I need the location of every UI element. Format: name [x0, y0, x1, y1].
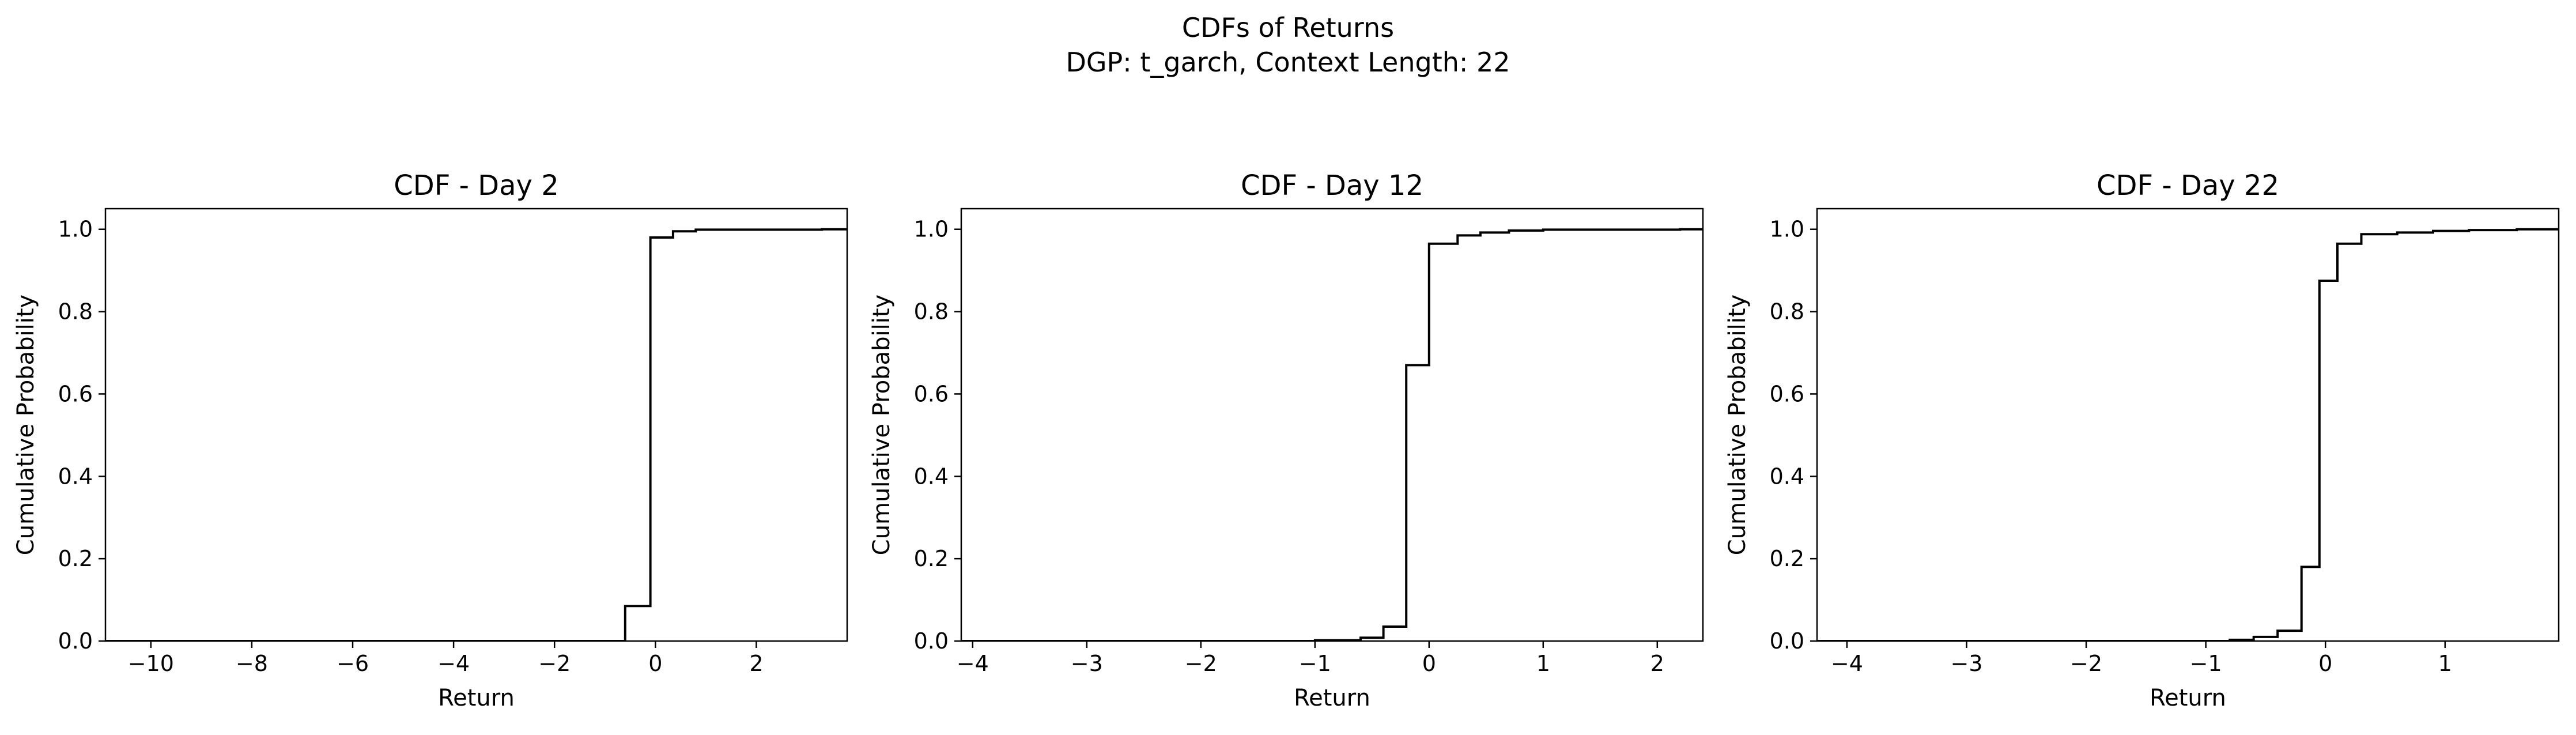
cdf-panel-day-12: −4 −3 −2 −1 0 1 2 0.0 0.2 0.4 0.6 0.8 1.0 CDF - Day 1…	[868, 169, 1704, 711]
chart-0-x-tick-label: −2	[538, 651, 571, 676]
chart-0-x-tick-label: −4	[437, 651, 470, 676]
cdf-panel-day-2: −10 −8 −6 −4 −2 0 2 0.0 0.2 0.4 0.6 0.8 1.0 CDF - Day…	[13, 169, 848, 711]
chart-2-x-tick-label: 0	[2318, 651, 2332, 676]
chart-2-x-tick-label: −4	[1831, 651, 1863, 676]
figure-title-line1: CDFs of Returns	[1182, 12, 1394, 43]
chart-0-y-tick-label: 0.2	[58, 546, 93, 571]
chart-0-axes-frame	[104, 208, 848, 642]
chart-0-y-tick-label: 0.8	[58, 299, 93, 325]
chart-1-axes-frame	[960, 208, 1704, 642]
chart-0-x-tick-label: 0	[648, 651, 662, 676]
chart-1-y-tick-label: 0.8	[914, 299, 949, 325]
chart-0-x-tick-label: −8	[236, 651, 268, 676]
chart-2-y-tick-label: 0.4	[1770, 463, 1804, 489]
chart-0-y-tick-label: 0.0	[58, 628, 93, 654]
chart-0-y-axis-label: Cumulative Probability	[13, 295, 39, 555]
chart-1-x-axis-label: Return	[1294, 685, 1370, 711]
chart-2-x-tick-label: 1	[2438, 651, 2452, 676]
chart-2-x-tick-label: −3	[1950, 651, 1982, 676]
chart-1-x-tick-label: −1	[1299, 651, 1331, 676]
chart-0-y-tick-label: 0.4	[58, 463, 93, 489]
chart-1-x-tick-label: −2	[1185, 651, 1217, 676]
chart-1-y-tick-label: 0.2	[914, 546, 949, 571]
chart-2-y-axis-label: Cumulative Probability	[1724, 295, 1751, 555]
chart-1-x-tick-label: 1	[1536, 651, 1550, 676]
chart-1-x-tick-label: 0	[1422, 651, 1436, 676]
chart-1-title: CDF - Day 12	[1241, 169, 1423, 202]
figure-title-line2: DGP: t_garch, Context Length: 22	[1066, 47, 1510, 78]
chart-2-x-tick-label: −2	[2070, 651, 2102, 676]
chart-1-y-tick-label: 1.0	[914, 217, 949, 242]
chart-1-y-tick-label: 0.6	[914, 381, 949, 406]
chart-0-y-tick-label: 0.6	[58, 381, 93, 406]
chart-1-y-tick-label: 0.0	[914, 628, 949, 654]
chart-2-x-tick-label: −1	[2190, 651, 2222, 676]
chart-2-y-tick-label: 0.0	[1770, 628, 1804, 654]
chart-1-y-tick-label: 0.4	[914, 463, 949, 489]
chart-0-x-tick-label: −10	[128, 651, 174, 676]
chart-1-cdf-series-line	[961, 228, 1703, 641]
chart-2-cdf-series-line	[1817, 228, 2559, 641]
chart-2-x-axis-label: Return	[2150, 685, 2226, 711]
chart-2-y-tick-label: 0.8	[1770, 299, 1804, 325]
chart-2-y-tick-label: 0.6	[1770, 381, 1804, 406]
chart-0-title: CDF - Day 2	[394, 169, 559, 202]
chart-1-x-tick-label: −3	[1071, 651, 1103, 676]
chart-2-axes-frame	[1816, 208, 2560, 642]
cdf-panel-day-22: −4 −3 −2 −1 0 1 0.0 0.2 0.4 0.6 0.8 1.0 CDF - Day 22…	[1724, 169, 2560, 711]
chart-1-x-tick-label: 2	[1650, 651, 1664, 676]
chart-2-title: CDF - Day 22	[2097, 169, 2279, 202]
chart-2-y-tick-label: 1.0	[1770, 217, 1804, 242]
chart-1-x-tick-label: −4	[957, 651, 989, 676]
chart-0-x-tick-label: −6	[337, 651, 369, 676]
chart-0-cdf-series-line	[105, 228, 847, 641]
chart-0-y-tick-label: 1.0	[58, 217, 93, 242]
chart-0-x-tick-label: 2	[749, 651, 763, 676]
chart-0-x-axis-label: Return	[438, 685, 515, 711]
chart-1-y-axis-label: Cumulative Probability	[868, 295, 895, 555]
chart-2-y-tick-label: 0.2	[1770, 546, 1804, 571]
